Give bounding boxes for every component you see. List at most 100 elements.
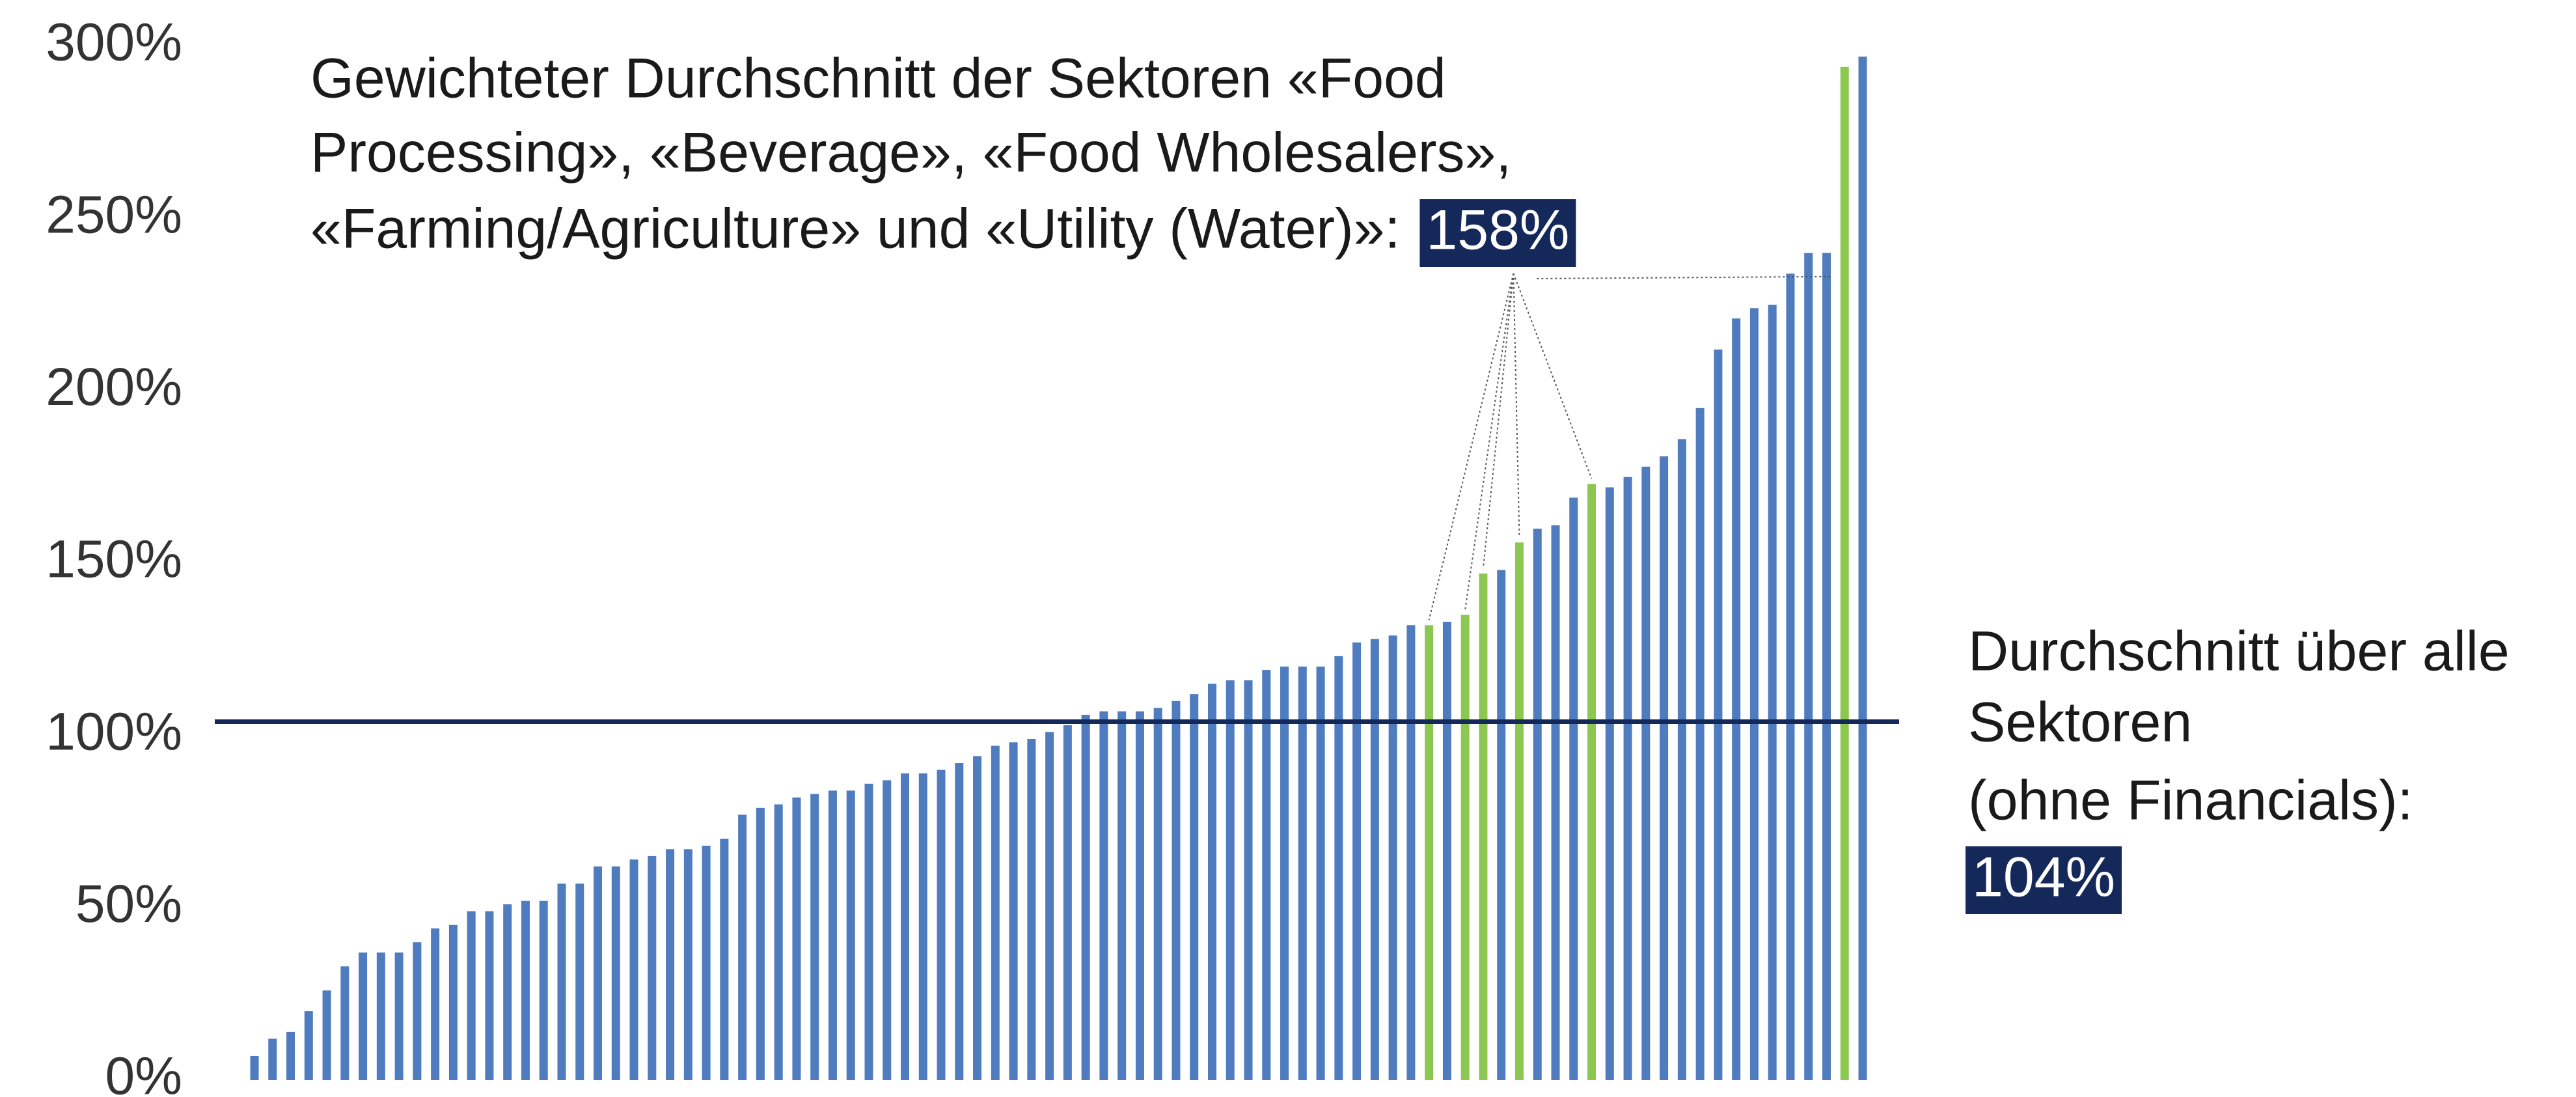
- leader-line: [1537, 275, 1832, 279]
- bar: [1714, 349, 1723, 1080]
- annotation-text: «Farming/Agriculture» und «Utility (Wate…: [310, 198, 1400, 260]
- annotation-text: Gewichteter Durchschnitt der Sektoren «F…: [310, 48, 1446, 110]
- bar: [846, 790, 855, 1080]
- bar: [702, 846, 711, 1080]
- bar: [1623, 477, 1632, 1080]
- bar: [864, 783, 873, 1080]
- bar: [937, 770, 946, 1080]
- y-tick-label: 250%: [46, 185, 182, 244]
- bar: [1840, 66, 1849, 1080]
- bar: [1695, 408, 1705, 1080]
- bar: [594, 866, 603, 1080]
- bar: [1117, 711, 1127, 1080]
- bar: [1226, 680, 1235, 1080]
- bar: [1190, 694, 1199, 1080]
- y-tick-label: 50%: [75, 874, 182, 934]
- bar: [792, 797, 801, 1080]
- bar: [991, 745, 1000, 1080]
- bar: [394, 952, 404, 1080]
- bar: [322, 990, 331, 1080]
- bar: [431, 928, 440, 1080]
- annotation-text: Processing», «Beverage», «Food Wholesale…: [310, 122, 1511, 184]
- reference-label: Durchschnitt über alle: [1968, 620, 2510, 683]
- y-tick-label: 200%: [46, 357, 182, 417]
- bar: [1298, 666, 1307, 1080]
- bar: [1388, 635, 1397, 1080]
- bar: [828, 790, 837, 1080]
- bar: [1172, 701, 1181, 1080]
- y-tick-label: 300%: [46, 13, 182, 72]
- bar: [557, 883, 566, 1080]
- bar: [448, 924, 458, 1080]
- reference-value: 104%: [1972, 846, 2115, 909]
- bar: [521, 900, 530, 1080]
- bar: [1334, 656, 1343, 1080]
- bar: [575, 883, 584, 1080]
- bar: [1352, 642, 1362, 1080]
- bar: [918, 773, 927, 1080]
- leader-line: [1513, 273, 1593, 479]
- reference-label: Sektoren: [1968, 691, 2192, 754]
- bar: [1460, 615, 1470, 1080]
- bar: [1641, 466, 1651, 1080]
- bar: [1406, 625, 1416, 1080]
- bar: [413, 942, 422, 1080]
- leader-line: [1482, 273, 1514, 568]
- y-tick-label: 100%: [46, 702, 182, 761]
- bar: [1262, 670, 1271, 1080]
- y-tick-label: 150%: [46, 530, 182, 589]
- leader-line: [1464, 273, 1514, 610]
- leader-line: [1513, 273, 1520, 538]
- bar: [666, 849, 675, 1080]
- bar: [1081, 714, 1090, 1080]
- bar: [1370, 639, 1379, 1080]
- bar: [756, 807, 765, 1080]
- bar: [973, 756, 982, 1080]
- bar: [250, 1055, 259, 1080]
- bar: [1677, 439, 1686, 1080]
- bar: [720, 839, 729, 1080]
- bar: [883, 780, 892, 1080]
- reference-label: (ohne Financials):: [1968, 770, 2413, 832]
- bar: [1533, 529, 1542, 1080]
- bar: [774, 804, 783, 1080]
- bar: [629, 859, 638, 1080]
- bar: [1153, 708, 1162, 1080]
- bar: [286, 1031, 295, 1080]
- bar: [1587, 484, 1596, 1080]
- bar: [1804, 253, 1813, 1081]
- bar: [1244, 680, 1253, 1080]
- bar: [1045, 732, 1054, 1080]
- bar: [1514, 542, 1524, 1080]
- bar: [1660, 456, 1669, 1080]
- bar: [268, 1038, 277, 1080]
- bar: [901, 773, 910, 1080]
- bar: [376, 952, 385, 1080]
- bar: [1569, 497, 1578, 1080]
- bar: [1858, 56, 1867, 1080]
- bar: [611, 866, 620, 1080]
- annotation-value: 158%: [1426, 199, 1569, 262]
- bar: [1822, 253, 1831, 1081]
- highlight-box: [1966, 846, 2122, 914]
- leader-line: [1428, 273, 1514, 620]
- bar: [1768, 305, 1777, 1080]
- bar: [738, 814, 747, 1080]
- bar: [1207, 684, 1216, 1080]
- bar: [1009, 742, 1018, 1080]
- bar: [340, 966, 349, 1080]
- bar: [648, 855, 657, 1080]
- bar: [1497, 570, 1506, 1080]
- bar: [1027, 738, 1036, 1080]
- bar: [485, 911, 494, 1080]
- bar: [1442, 621, 1451, 1080]
- bar: [1099, 711, 1108, 1080]
- bar: [1551, 525, 1560, 1080]
- bar: [810, 794, 819, 1080]
- bar: [1280, 666, 1289, 1080]
- bar: [1786, 273, 1795, 1080]
- bar: [1063, 725, 1072, 1080]
- bar: [359, 952, 368, 1080]
- bar: [955, 763, 964, 1080]
